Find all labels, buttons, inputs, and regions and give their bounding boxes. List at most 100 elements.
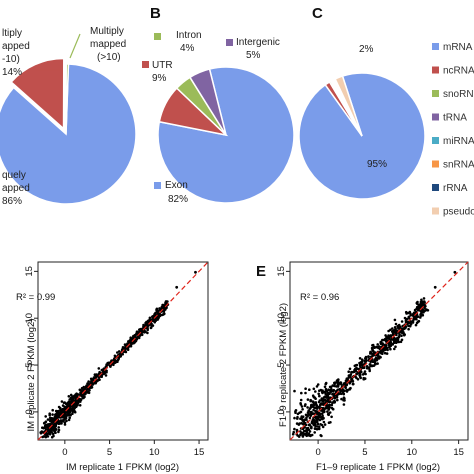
scatter-d-point xyxy=(145,322,148,325)
scatter-d-point xyxy=(67,400,71,404)
scatter-e-point xyxy=(398,333,401,336)
scatter-e-point xyxy=(417,319,421,323)
scatter-d-point xyxy=(78,388,82,392)
scatter-d-point xyxy=(97,367,101,370)
scatter-e-point xyxy=(328,411,332,414)
panel-letter-c: C xyxy=(312,5,323,22)
scatter-e-point xyxy=(408,317,411,320)
scatter-e-point xyxy=(381,352,384,356)
scatter-e-point xyxy=(393,326,397,329)
scatter-e-point xyxy=(387,334,390,337)
scatter-e-point xyxy=(349,373,353,376)
scatter-e-point xyxy=(416,308,420,312)
scatter-e-point xyxy=(306,398,310,401)
scatter-d-point xyxy=(105,364,108,368)
scatter-e-point xyxy=(300,391,303,395)
scatter-e-point xyxy=(331,392,334,396)
pie-b-slice-3 xyxy=(188,68,227,136)
scatter-e-point xyxy=(314,421,317,424)
scatter-d-point xyxy=(51,408,54,412)
scatter-plot-d: 0 5 10 15 0 5 10 15 xyxy=(24,261,209,458)
scatter-e-point xyxy=(372,350,375,353)
scatter-e-point xyxy=(423,306,426,310)
scatter-d-point xyxy=(67,395,71,398)
scatter-e-point xyxy=(304,387,307,391)
scatter-d-frame xyxy=(37,261,209,441)
scatter-e-point xyxy=(302,420,306,423)
scatter-d-point xyxy=(67,412,70,416)
legend-swatch-2 xyxy=(432,90,439,97)
pie-b-marker-exon xyxy=(154,182,161,189)
scatter-e-point xyxy=(394,339,397,343)
scatter-d-point xyxy=(40,430,44,433)
scatter-e-point xyxy=(402,333,406,337)
scatter-d-point xyxy=(87,383,90,386)
scatter-e-point xyxy=(402,327,406,331)
scatter-e-point xyxy=(392,332,395,336)
scatter-d-point xyxy=(71,412,74,416)
scatter-e-point xyxy=(355,367,358,370)
scatter-d-ytick-label: 5 xyxy=(24,362,35,367)
scatter-d-point-high xyxy=(175,285,179,289)
scatter-d-point xyxy=(153,320,156,324)
scatter-e-point xyxy=(326,395,330,399)
scatter-d-xtick-label: 5 xyxy=(107,447,112,458)
pie-a-slice-1 xyxy=(10,57,65,131)
pie-b-label-utr: UTR xyxy=(152,60,173,71)
scatter-e-point xyxy=(291,432,295,436)
scatter-d-point xyxy=(46,423,49,426)
scatter-e-point xyxy=(419,300,423,304)
scatter-e-point xyxy=(350,377,354,381)
scatter-e-point xyxy=(358,357,362,360)
scatter-e-point xyxy=(394,345,397,349)
scatter-e-point xyxy=(363,370,367,373)
scatter-d-point xyxy=(57,405,61,409)
scatter-e-point xyxy=(405,317,409,321)
scatter-e-point xyxy=(320,402,324,406)
scatter-e-point xyxy=(338,382,342,385)
scatter-e-point xyxy=(328,392,331,396)
scatter-e-point xyxy=(306,406,309,409)
scatter-e-point xyxy=(335,379,339,382)
legend-label-4: miRNA xyxy=(443,136,474,147)
scatter-d-ytick-label: 15 xyxy=(24,266,35,277)
scatter-d-point xyxy=(57,426,60,429)
scatter-e-point xyxy=(348,367,352,371)
scatter-e-point-high xyxy=(433,285,437,289)
scatter-e-point xyxy=(376,362,379,365)
pie-b-label-exon: Exon xyxy=(165,180,188,191)
scatter-e-point xyxy=(315,385,319,388)
scatter-d-point xyxy=(53,430,57,434)
scatter-e-point xyxy=(385,352,389,355)
scatter-d-point xyxy=(84,392,87,396)
scatter-d-point xyxy=(142,324,146,328)
scatter-e-ytick-label: 0 xyxy=(276,409,287,414)
scatter-e-point xyxy=(317,425,321,429)
scatter-e-point xyxy=(409,314,412,317)
scatter-e-point xyxy=(359,363,363,367)
pie-chart-c xyxy=(298,72,426,200)
scatter-e-point xyxy=(343,384,347,388)
scatter-d-point xyxy=(67,418,71,422)
scatter-e-point xyxy=(372,353,375,357)
legend-label-1: ncRNA xyxy=(443,66,474,77)
scatter-d-point xyxy=(73,402,77,406)
scatter-d-point xyxy=(44,415,47,418)
legend-swatch-6 xyxy=(432,184,439,191)
scatter-e-point xyxy=(318,418,322,422)
scatter-e-point xyxy=(330,415,333,419)
scatter-e-point xyxy=(312,387,316,391)
pie-b-label-intergenic: Intergenic xyxy=(236,37,280,48)
legend-label-5: snRNA xyxy=(443,160,474,171)
scatter-e-point xyxy=(301,432,305,435)
scatter-e-point xyxy=(423,301,426,304)
scatter-e-point xyxy=(308,416,312,420)
legend-swatch-4 xyxy=(432,137,439,144)
scatter-e-point xyxy=(378,350,382,354)
scatter-e-point xyxy=(379,340,383,344)
scatter-d-point xyxy=(41,426,44,430)
scatter-e-point xyxy=(312,418,316,422)
scatter-e-point xyxy=(364,357,367,360)
scatter-d-point xyxy=(133,335,137,339)
legend-label-3: tRNA xyxy=(443,113,467,124)
